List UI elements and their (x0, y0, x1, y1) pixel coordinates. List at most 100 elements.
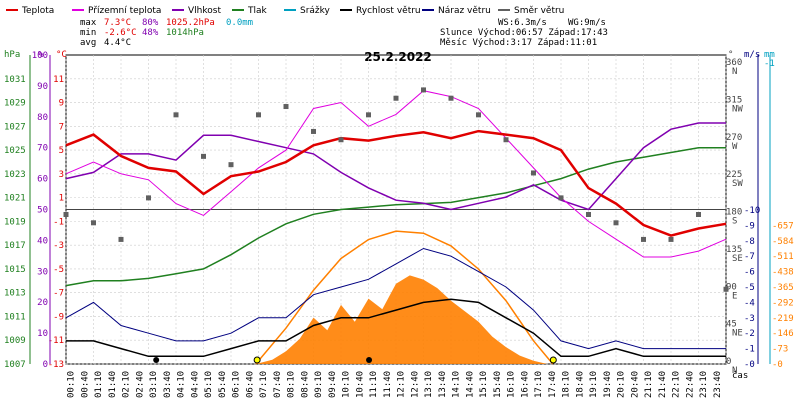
x-tick-label: 15:40 (493, 371, 503, 398)
stats-min-hum: 48% (142, 28, 159, 38)
x-tick-label: 13:10 (424, 371, 434, 398)
wind-direction-point (256, 112, 261, 118)
series-humidity (65, 122, 726, 211)
direction-tick: 180 (726, 208, 742, 218)
temperature-tick: 5 (59, 146, 64, 156)
wind-direction-point (173, 112, 179, 118)
x-tick-label: 22:40 (685, 371, 695, 398)
right-axes: °360N315NW270W225SW180S135SE90E45NE0Nm/s… (726, 50, 794, 376)
x-axis: 00:10 00:40 01:10 01:40 02:10 02:40 03:10 03:40… (67, 370, 749, 398)
direction-tick-label: SW (732, 179, 743, 189)
x-tick-label: 00:10 (67, 371, 77, 398)
humidity-tick: 30 (37, 267, 48, 277)
wind-direction-point (531, 170, 536, 176)
wind-direction-point (421, 87, 426, 93)
x-tick-label: 09:10 (314, 371, 324, 398)
stats-max-label: max (80, 18, 97, 28)
legend-label: Směr větru (514, 6, 564, 16)
x-tick-label: 05:40 (218, 371, 228, 398)
temperature-tick: 11 (53, 75, 64, 85)
moonrise-marker (153, 357, 160, 363)
humidity-tick: 80 (37, 113, 48, 123)
x-tick-label: 16:10 (507, 371, 517, 398)
solar-tick: -438 (772, 268, 794, 278)
wind-axis-label: m/s (744, 50, 760, 60)
pressure-tick: 1011 (4, 312, 26, 322)
humidity-tick: 20 (37, 298, 48, 308)
wind-direction-point (338, 137, 344, 143)
series-wind-speed (66, 298, 726, 358)
pressure-tick: 1025 (4, 146, 26, 156)
x-tick-label: 17:10 (534, 371, 544, 398)
x-tick-label: 09:40 (328, 371, 338, 398)
stats-min-label: min (80, 28, 96, 38)
series-wind-gust (65, 247, 726, 350)
rain-axis-top: -1 (764, 59, 775, 69)
direction-tick: 0 (726, 357, 731, 367)
temperature-tick: -9 (53, 312, 64, 322)
x-tick-label: 04:40 (190, 371, 200, 398)
x-tick-label: 06:40 (245, 371, 255, 398)
x-tick-label: 07:10 (259, 371, 269, 398)
legend: Teplota Přízemní teplota Vlhkost Tlak Srážky… (6, 6, 564, 16)
x-tick-label: 12:10 (397, 371, 407, 398)
stats-min-press: 1014hPa (166, 28, 204, 38)
x-tick-label: 20:10 (617, 371, 627, 398)
x-tick-label: 20:40 (630, 371, 640, 398)
x-tick-label: 11:10 (369, 371, 379, 398)
pressure-tick: 1017 (4, 241, 26, 251)
direction-tick-label: SE (732, 254, 743, 264)
x-tick-label: 03:40 (163, 371, 173, 398)
wind-tick: -8 (744, 237, 755, 247)
rain-axis-label: mm (764, 50, 775, 60)
solar-tick: -73 (772, 345, 788, 355)
temperature-tick: -1 (53, 217, 64, 227)
wind-direction-point (201, 153, 206, 159)
x-tick-label: 08:40 (300, 371, 310, 398)
series-pressure (65, 146, 726, 287)
pressure-axis-label: hPa (4, 50, 20, 60)
direction-tick-label: N (732, 67, 737, 77)
solar-tick: -511 (772, 252, 794, 262)
wind-direction-point (448, 95, 454, 101)
stats-avg-temp: 4.4°C (104, 38, 131, 48)
wind-direction-point (63, 212, 69, 217)
x-tick-label: 23:10 (699, 371, 709, 398)
x-tick-label: 03:10 (149, 371, 159, 398)
pressure-tick: 1021 (4, 194, 26, 204)
temperature-tick: -7 (53, 289, 64, 299)
x-tick-label: 17:40 (548, 371, 558, 398)
humidity-tick: 50 (37, 206, 48, 216)
direction-axis-label: ° (728, 50, 733, 60)
wind-tick: -5 (744, 283, 755, 293)
direction-tick-label: E (732, 291, 737, 301)
left-axes: hPa% °C1031102910271025102310211019101710… (4, 50, 67, 370)
series-ground-temperature (65, 90, 727, 258)
pressure-tick: 1015 (4, 265, 26, 275)
x-tick-label: 06:10 (232, 371, 242, 398)
humidity-tick: 70 (37, 144, 48, 154)
wind-tick: -3 (744, 314, 755, 324)
wind-direction-point (558, 195, 564, 201)
direction-tick: 270 (726, 133, 742, 143)
wind-tick: -1 (744, 345, 755, 355)
series-layer (63, 87, 729, 358)
x-tick-label: 21:10 (644, 371, 654, 398)
x-tick-label: 14:40 (465, 371, 475, 398)
pressure-tick: 1023 (4, 170, 26, 180)
direction-tick-label: NW (732, 104, 743, 114)
stats-avg-label: avg (80, 38, 96, 48)
solar-tick: -365 (772, 283, 794, 293)
wind-direction-point (696, 212, 701, 217)
x-tick-label: 14:10 (452, 371, 462, 398)
pressure-tick: 1027 (4, 122, 26, 132)
temperature-tick: 7 (59, 122, 64, 132)
x-tick-label: 05:10 (204, 371, 214, 398)
direction-tick: 90 (726, 282, 737, 292)
pressure-tick: 1007 (4, 360, 26, 370)
stats-ws: WS:6.3m/s (498, 18, 547, 28)
solar-tick: -0 (772, 360, 783, 370)
x-tick-label: 22:10 (672, 371, 682, 398)
